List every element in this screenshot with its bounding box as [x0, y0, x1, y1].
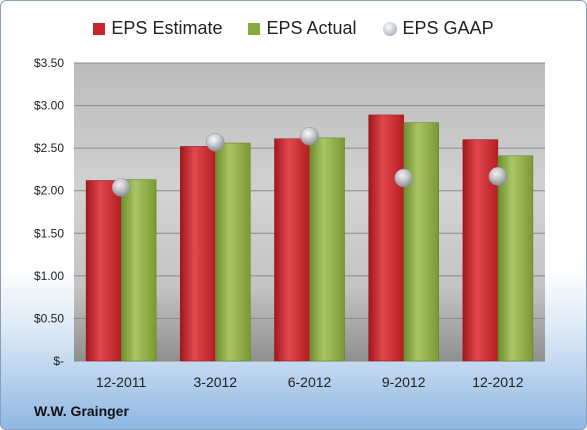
bar-eps-estimate: [180, 146, 216, 362]
x-tick-label: 12-2012: [472, 374, 524, 390]
legend-label-estimate: EPS Estimate: [111, 18, 223, 38]
point-eps-gaap: [488, 166, 508, 186]
legend-marker-gaap: [382, 21, 397, 36]
legend-item-gaap: EPS GAAP: [382, 18, 494, 39]
y-tick-label: $2.50: [34, 141, 64, 155]
bar-eps-estimate: [85, 180, 122, 362]
legend-swatch-estimate: [93, 22, 106, 35]
x-tick-label: 9-2012: [382, 374, 426, 390]
y-tick-label: $-: [53, 354, 64, 368]
bar-eps-actual: [309, 137, 345, 362]
bar-eps-estimate: [368, 114, 404, 362]
y-tick-label: $0.50: [34, 311, 64, 325]
x-tick-label: 12-2011: [96, 374, 147, 390]
bar-eps-actual: [120, 179, 157, 362]
legend-label-actual: EPS Actual: [266, 18, 357, 38]
point-eps-gaap: [394, 168, 413, 188]
chart-legend: EPS Estimate EPS Actual EPS GAAP: [1, 18, 586, 39]
y-tick-label: $2.00: [34, 184, 64, 198]
y-tick-label: $3.50: [34, 56, 64, 70]
x-tick-label: 6-2012: [288, 374, 332, 390]
y-tick-label: $1.50: [34, 226, 64, 240]
legend-swatch-actual: [248, 22, 261, 35]
y-tick-label: $3.00: [34, 99, 64, 113]
legend-label-gaap: EPS GAAP: [402, 18, 494, 38]
point-eps-gaap: [206, 132, 225, 152]
company-name: W.W. Grainger: [34, 403, 129, 419]
legend-item-actual: EPS Actual: [248, 18, 357, 39]
legend-item-estimate: EPS Estimate: [93, 18, 222, 39]
bar-eps-estimate: [274, 138, 310, 362]
x-tick-label: 3-2012: [194, 374, 238, 390]
bar-eps-actual: [403, 122, 439, 362]
bar-eps-actual: [497, 155, 534, 362]
point-eps-gaap: [111, 178, 131, 197]
y-tick-label: $1.00: [34, 269, 64, 283]
bar-eps-actual: [215, 142, 251, 362]
point-eps-gaap: [300, 126, 319, 146]
